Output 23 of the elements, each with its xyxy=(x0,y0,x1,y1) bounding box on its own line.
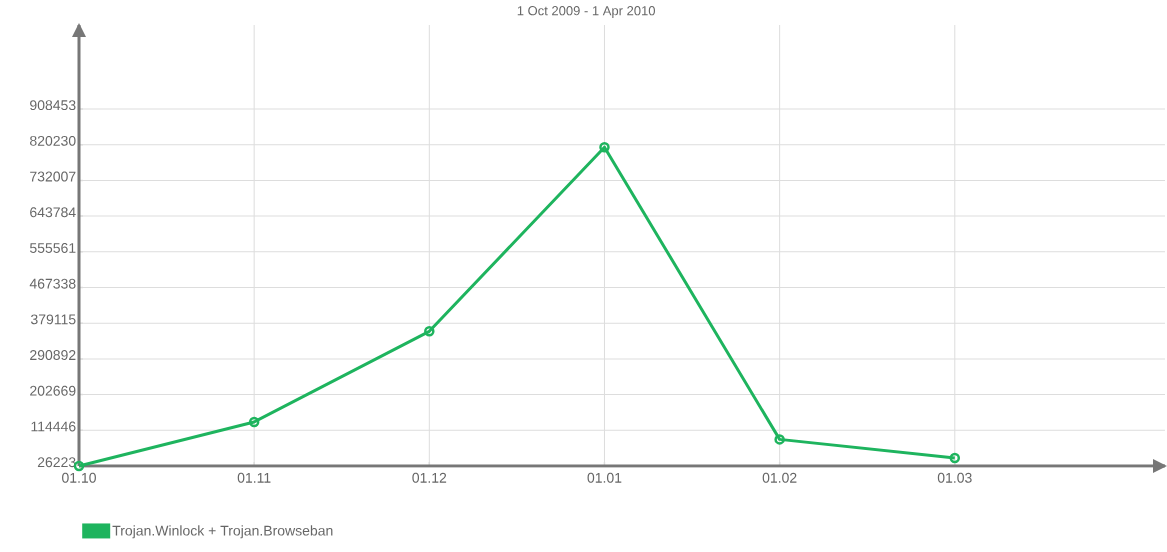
x-tick-label: 01.11 xyxy=(237,472,271,483)
point xyxy=(248,416,260,428)
chart-title: 1 Oct 2009 - 1 Apr 2010 xyxy=(517,6,655,18)
x-tick-label: 01.03 xyxy=(937,472,972,483)
x-tick-label: 01.01 xyxy=(587,472,622,483)
legend-label: Trojan.Winlock + Trojan.Browseban xyxy=(112,525,333,539)
y-tick-label: 379115 xyxy=(30,314,76,325)
y-tick-label: 26223 xyxy=(37,457,76,468)
y-tick-label: 467338 xyxy=(29,278,76,289)
y-tick-label: 555561 xyxy=(29,243,76,253)
x-tick-label: 01.02 xyxy=(762,472,797,483)
y-tick-label: 643784 xyxy=(30,207,76,218)
y-tick-label: 820230 xyxy=(30,135,76,146)
y-tick-label: 114446 xyxy=(31,421,76,432)
x-tick-label: 01.12 xyxy=(412,472,447,483)
point xyxy=(774,434,785,445)
x-tick-label: 01.10 xyxy=(62,472,96,483)
y-tick-label: 290892 xyxy=(30,350,76,361)
y-tick-label: 732007 xyxy=(30,171,76,182)
y-tick-label: 202669 xyxy=(30,385,76,396)
point xyxy=(599,141,610,153)
y-tick-label: 908453 xyxy=(30,100,76,111)
point xyxy=(424,326,435,337)
